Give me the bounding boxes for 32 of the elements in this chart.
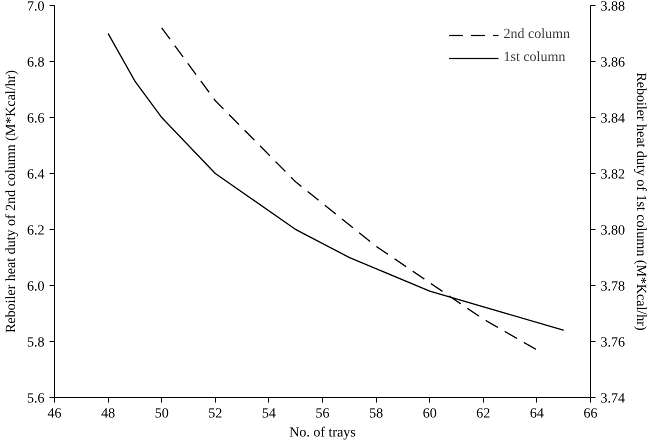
y2-tick-label: 3.88 <box>600 0 625 14</box>
x-axis-title: No. of trays <box>289 426 356 440</box>
x-tick-label: 64 <box>530 406 544 422</box>
y2-axis-title: Reboiler heat duty of 1st column (M*Kcal/hr) <box>633 72 648 331</box>
x-tick-label: 66 <box>584 406 598 422</box>
x-tick-label: 58 <box>369 406 384 422</box>
x-tick-label: 54 <box>262 406 276 422</box>
y-tick-label: 6.0 <box>27 280 44 294</box>
y2-tick-label: 3.82 <box>600 168 625 182</box>
x-tick-label: 62 <box>476 406 490 422</box>
y-tick-label: 6.2 <box>27 224 44 238</box>
y2-tick-label: 3.80 <box>600 224 625 238</box>
x-tick-label: 46 <box>48 406 62 422</box>
legend-label: 1st column <box>504 50 566 66</box>
y-tick-label: 5.6 <box>27 392 44 406</box>
y2-tick-label: 3.74 <box>600 392 625 406</box>
x-tick-label: 50 <box>154 406 169 422</box>
x-tick-label: 56 <box>316 406 330 422</box>
x-tick-label: 60 <box>422 406 437 422</box>
y2-tick-label: 3.78 <box>600 280 625 294</box>
y-tick-label: 6.4 <box>27 168 44 182</box>
y2-tick-label: 3.86 <box>600 56 625 70</box>
y-axis-title: Reboiler heat duty of 2nd column (M*Kcal/hr) <box>4 70 19 333</box>
y-tick-label: 7.0 <box>27 0 44 14</box>
y2-tick-label: 3.84 <box>600 112 625 126</box>
y-tick-label: 5.8 <box>27 336 44 350</box>
y2-tick-label: 3.76 <box>600 336 625 350</box>
y-tick-label: 6.6 <box>27 112 44 126</box>
y-tick-label: 6.8 <box>27 56 44 70</box>
x-tick-label: 52 <box>208 406 222 422</box>
x-tick-label: 48 <box>101 406 116 422</box>
legend-label: 2nd column <box>504 27 570 43</box>
